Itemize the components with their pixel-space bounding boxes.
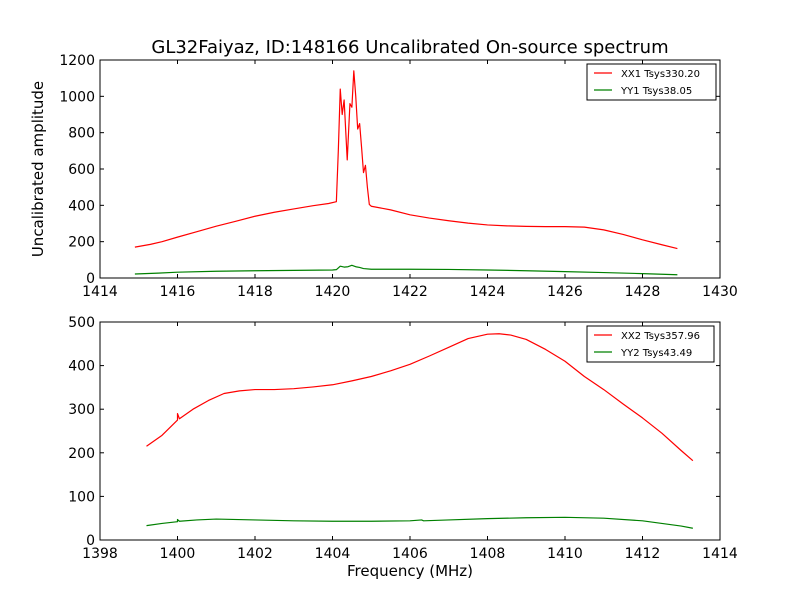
top-plot-y-tick-label: 1000	[59, 89, 95, 105]
legend-label-yy2: YY2 Tsys43.49	[620, 348, 692, 359]
bottom-plot-x-tick-label: 1412	[625, 546, 661, 562]
top-plot-xx1-yy1: 1414 1416 1418 1420 1422 1424 1426 1428 1430 0 200…	[29, 53, 738, 300]
bottom-plot-series	[146, 333, 694, 529]
top-plot-x-tick-label: 1420	[315, 284, 351, 300]
yy2-series-line	[146, 516, 693, 529]
top-plot-ticks	[99, 59, 721, 279]
bottom-plot-xx2-yy2: 1398 1400 1402 1404 1406 1408 1410 1412 1414 0 100…	[68, 315, 738, 580]
top-plot-y-tick-label: 1200	[59, 53, 95, 69]
top-plot-y-tick-label: 400	[68, 198, 95, 214]
top-plot-y-tick-label: 800	[68, 126, 95, 142]
bottom-plot-y-tick-label: 400	[68, 359, 95, 375]
bottom-plot-x-tick-label: 1404	[315, 546, 351, 562]
top-plot-legend-box	[586, 63, 717, 101]
bottom-plot-legend-box	[586, 325, 715, 363]
bottom-plot-x-tick-label: 1408	[470, 546, 506, 562]
legend-label-xx1: XX1 Tsys330.20	[621, 69, 700, 80]
top-plot-y-tick-label: 0	[86, 271, 95, 287]
top-plot-series	[134, 70, 678, 276]
bottom-plot-x-axis-label: Frequency (MHz)	[347, 562, 473, 580]
bottom-plot-x-tick-label: 1410	[547, 546, 583, 562]
bottom-plot-tick-labels: 1398 1400 1402 1404 1406 1408 1410 1412 1414 0 100…	[68, 315, 738, 562]
bottom-plot-x-tick-label: 1402	[237, 546, 273, 562]
chart-title: GL32Faiyaz, ID:148166 Uncalibrated On-so…	[151, 37, 668, 58]
xx1-series-line	[134, 70, 678, 250]
bottom-plot-y-tick-label: 500	[68, 315, 95, 331]
xx2-series-line	[146, 333, 694, 462]
top-plot-x-tick-label: 1430	[702, 284, 738, 300]
bottom-plot-x-tick-label: 1398	[82, 546, 118, 562]
bottom-plot-y-tick-label: 0	[86, 533, 95, 549]
bottom-plot-y-tick-label: 100	[68, 489, 95, 505]
top-plot-x-tick-label: 1422	[392, 284, 428, 300]
bottom-plot-ticks	[99, 321, 721, 541]
legend-label-yy1: YY1 Tsys38.05	[620, 86, 692, 97]
top-plot-y-axis-label: Uncalibrated amplitude	[29, 81, 47, 257]
bottom-plot-legend: XX2 Tsys357.96 YY2 Tsys43.49	[586, 325, 715, 363]
bottom-plot-x-tick-label: 1400	[160, 546, 196, 562]
top-plot-x-tick-label: 1424	[470, 284, 506, 300]
top-plot-tick-labels: 1414 1416 1418 1420 1422 1424 1426 1428 1430 0 200…	[59, 53, 737, 300]
top-plot-x-tick-label: 1428	[625, 284, 661, 300]
bottom-plot-x-tick-label: 1414	[702, 546, 738, 562]
top-plot-x-tick-label: 1418	[237, 284, 273, 300]
bottom-plot-x-tick-label: 1406	[392, 546, 428, 562]
top-plot-legend: XX1 Tsys330.20 YY1 Tsys38.05	[586, 63, 717, 101]
top-plot-y-tick-label: 600	[68, 162, 95, 178]
legend-label-xx2: XX2 Tsys357.96	[621, 331, 700, 342]
bottom-plot-y-tick-label: 200	[68, 446, 95, 462]
bottom-plot-y-tick-label: 300	[68, 402, 95, 418]
yy1-series-line	[134, 264, 678, 276]
top-plot-x-tick-label: 1416	[160, 284, 196, 300]
top-plot-y-tick-label: 200	[68, 235, 95, 251]
top-plot-x-tick-label: 1426	[547, 284, 583, 300]
top-plot-x-tick-label: 1414	[82, 284, 118, 300]
